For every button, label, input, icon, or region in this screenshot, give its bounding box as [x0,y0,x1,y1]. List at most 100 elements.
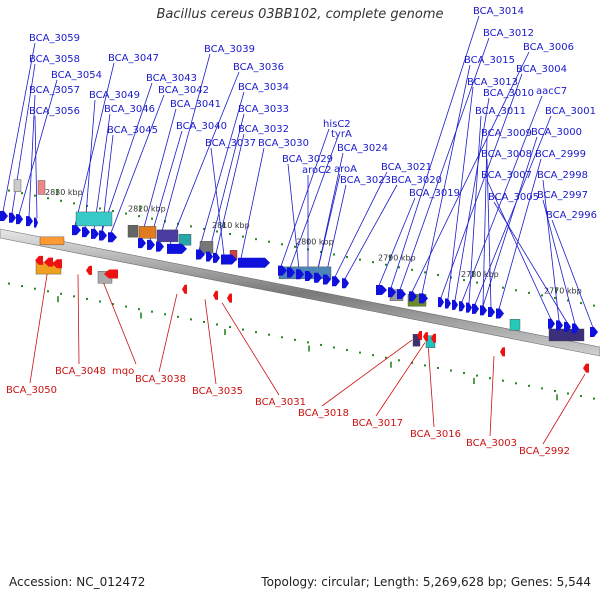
lower-dot [593,397,595,400]
lower-dot [567,392,569,395]
reverse-label-leader [77,274,80,365]
feature-box [75,211,113,227]
forward-gene-label: BCA_3045 [107,125,158,136]
upper-dot [424,271,426,274]
forward-gene-arrow [91,228,99,239]
forward-label-leader [399,37,490,290]
upper-dot [593,304,595,307]
lower-dot [554,389,556,392]
forward-gene-label: BCA_3007 [481,170,532,181]
forward-label-leader [208,113,245,253]
scale-tick-label: 2830 kbp [45,188,83,197]
feature-box [127,224,139,238]
lower-dot [216,323,218,326]
upper-dot [580,302,582,305]
forward-label-leader [411,51,530,293]
forward-gene-arrow [213,252,220,263]
forward-label-leader [84,99,96,228]
forward-gene-label: BCA_3009 [481,128,532,139]
forward-gene-arrow [556,320,563,331]
reverse-label-leader [542,373,586,445]
forward-gene-label: BCA_3056 [29,106,80,117]
forward-gene-label: BCA_3011 [475,106,526,117]
forward-gene-label: BCA_2999 [535,149,586,160]
reverse-gene-arrow [583,363,589,373]
lower-dot [346,349,348,352]
upper-dot [47,197,49,200]
forward-label-leader [334,171,388,278]
forward-gene-label: BCA_3014 [473,6,524,17]
forward-gene-arrow [480,305,487,316]
forward-label-leader [551,219,594,328]
reverse-gene-arrow [182,284,187,294]
forward-gene-arrow [564,321,571,332]
forward-label-leader [287,163,300,270]
forward-gene-arrow [314,272,322,283]
genes-label: Genes: [510,575,553,589]
reverse-gene-label: BCA_3018 [298,408,349,419]
lower-dot [21,285,23,288]
lower-dot [34,287,36,290]
lower-dot [437,366,439,369]
forward-gene-arrow [0,211,8,221]
lower-dot [151,310,153,313]
upper-dot [411,268,413,271]
forward-gene-label: aroC2 [302,165,331,176]
lower-dot [255,331,257,334]
upper-dot [528,291,530,294]
upper-dot [398,266,400,269]
upper-dot [476,281,478,284]
upper-dot [450,276,452,279]
forward-gene-arrow [438,297,444,308]
feature-box [509,319,521,331]
upper-dot [203,227,205,230]
lower-dot [112,303,114,306]
forward-gene-label: tyrA [331,129,352,140]
forward-label-leader [421,64,471,295]
lower-dot [177,315,179,318]
upper-dot [8,189,10,192]
forward-label-leader [2,42,36,212]
scale-tick-label: 2780 kbp [461,270,499,279]
upper-dot [385,263,387,266]
forward-label-leader [289,138,338,269]
upper-dot [294,245,296,248]
reverse-gene-label: BCA_3048 [55,366,106,377]
reverse-label-leader [221,302,280,396]
forward-label-leader [140,108,177,239]
reverse-gene-label: BCA_3035 [192,386,243,397]
forward-gene-arrow [16,214,23,225]
forward-label-leader [461,95,543,303]
reverse-gene-label: BCA_3016 [410,429,461,440]
forward-label-leader [440,73,523,298]
forward-gene-label: BCA_3008 [481,149,532,160]
forward-gene-label: BCA_3015 [464,55,515,66]
forward-gene-label: BCA_3020 [391,175,442,186]
lower-dot [86,297,88,300]
forward-gene-arrow [376,284,387,295]
forward-label-leader [390,15,480,289]
forward-gene-arrow [278,265,287,276]
forward-label-leader [280,128,330,267]
forward-gene-arrow [296,269,304,280]
forward-gene-label: BCA_3057 [29,85,80,96]
forward-label-leader [74,62,115,226]
forward-gene-label: BCA_3021 [381,162,432,173]
lower-dot [515,382,517,385]
upper-dot [138,215,140,218]
forward-gene-arrow [99,230,107,241]
forward-gene-arrow [82,227,90,238]
upper-dot [502,286,504,289]
upper-dot [515,289,517,292]
lower-dot [190,318,192,321]
forward-label-leader [493,201,568,323]
upper-dot [190,225,192,228]
forward-gene-arrow [9,212,16,223]
reverse-label-leader [204,299,217,385]
reverse-gene-arrow [227,293,232,303]
accession-label: Accession: [9,575,73,589]
feature-box [178,234,192,246]
forward-gene-label: BCA_3005 [488,192,539,203]
page-title: Bacillus cereus 03BB102, complete genome [156,7,444,22]
